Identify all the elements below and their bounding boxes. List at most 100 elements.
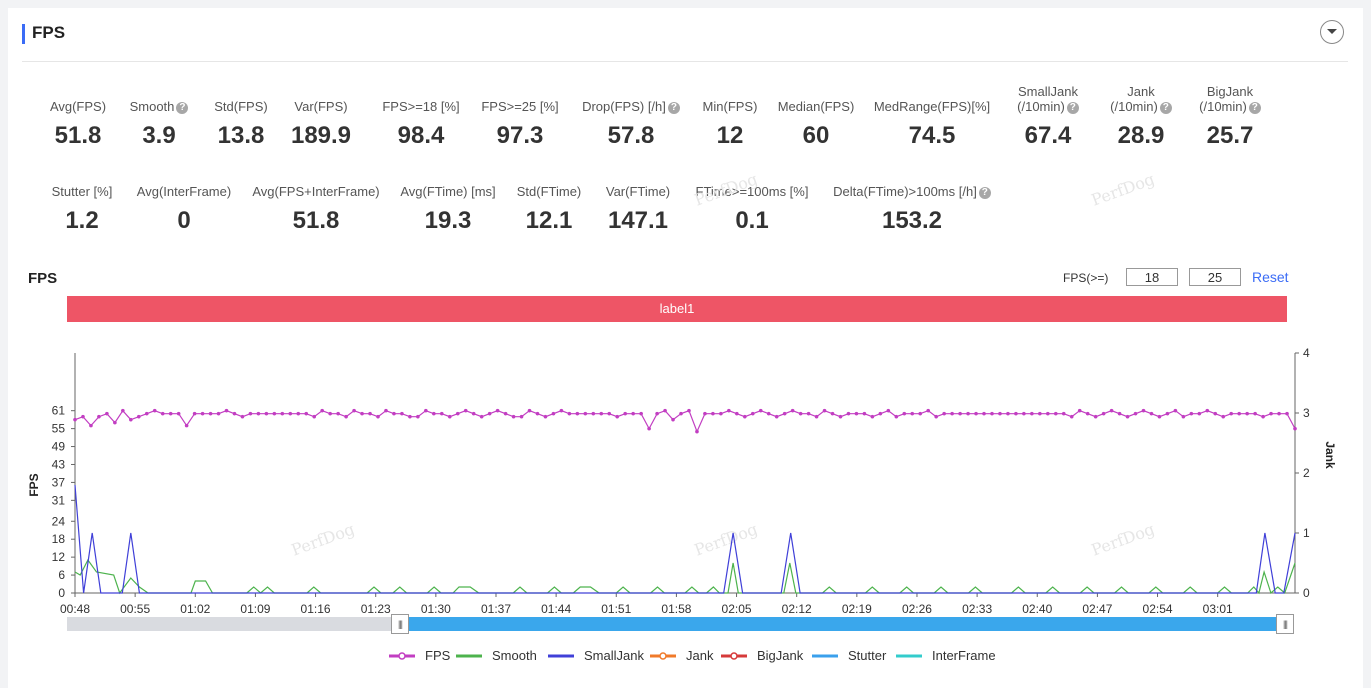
metric-value: 57.8 <box>607 122 655 149</box>
metric-label: Avg(InterFrame) <box>104 169 264 199</box>
metric-fps-25: FPS>=25 [%] 97.3 <box>440 84 600 150</box>
metric-label: Std(FPS) <box>161 84 321 114</box>
metric-label-text: Avg(FPS) <box>49 99 107 114</box>
metric-label-text: Var(FTime) <box>605 184 671 199</box>
metric-std-fps: Std(FPS) 13.8 <box>161 84 321 150</box>
metric-value: 12 <box>716 122 744 149</box>
metric-label-text: Var(FPS) <box>294 99 348 114</box>
fps-threshold-label: FPS(>=) <box>1063 271 1109 285</box>
metric-value: 97.3 <box>496 122 544 149</box>
metric-medrange-fps: MedRange(FPS)[%] 74.5 <box>852 84 1012 150</box>
metric-label: Drop(FPS) [/h]? <box>551 84 711 114</box>
legend-item-stutter[interactable]: Stutter <box>812 648 886 663</box>
metric-label: FTime>=100ms [%] <box>672 169 832 199</box>
help-icon[interactable]: ? <box>1066 101 1079 114</box>
time-slider-handle-left[interactable]: ||| <box>391 614 409 634</box>
metric-jank: Jank (/10min)? 28.9 <box>1061 84 1221 150</box>
metric-label: Avg(FTime) [ms] <box>368 169 528 199</box>
metric-label-text: Delta(FTime)>100ms [/h] <box>833 184 977 199</box>
legend-item-smooth[interactable]: Smooth <box>456 648 537 663</box>
metric-label: Var(FTime) <box>558 169 718 199</box>
metric-value: 19.3 <box>424 207 472 234</box>
metric-label: Stutter [%] <box>2 169 162 199</box>
metric-label: Avg(FPS+InterFrame) <box>236 169 396 199</box>
metric-label-line2: (/10min) <box>1110 99 1158 114</box>
metric-label-text: Std(FTime) <box>516 184 582 199</box>
metric-value: 0 <box>177 207 191 234</box>
metric-stutter: Stutter [%] 1.2 <box>2 169 162 235</box>
metric-label-text: Avg(FPS+InterFrame) <box>252 184 380 199</box>
time-slider-handle-right[interactable]: ||| <box>1276 614 1294 634</box>
metric-label-text: Stutter [%] <box>51 184 113 199</box>
metric-avg-interframe: Avg(InterFrame) 0 <box>104 169 264 235</box>
legend-swatch <box>812 654 838 657</box>
metric-smooth: Smooth? 3.9 <box>79 84 239 150</box>
metric-value: 74.5 <box>908 122 956 149</box>
metric-fps-18: FPS>=18 [%] 98.4 <box>341 84 501 150</box>
help-icon[interactable]: ? <box>1248 101 1261 114</box>
help-icon[interactable]: ? <box>667 101 680 114</box>
legend-label: Jank <box>686 648 714 663</box>
metric-value: 3.9 <box>142 122 176 149</box>
metric-label: Avg(FPS) <box>0 84 158 114</box>
label-bar[interactable]: label1 <box>67 296 1287 322</box>
collapse-button[interactable] <box>1320 20 1344 44</box>
metric-value: 28.9 <box>1117 122 1165 149</box>
chart-title: FPS <box>28 270 58 287</box>
metric-label-line1: BigJank <box>1206 84 1254 99</box>
metric-median-fps: Median(FPS) 60 <box>736 84 896 150</box>
metric-bigjank: BigJank (/10min)? 25.7 <box>1150 84 1310 150</box>
legend-label: BigJank <box>757 648 804 663</box>
metric-label: Delta(FTime)>100ms [/h]? <box>832 169 992 199</box>
legend-item-bigjank[interactable]: BigJank <box>721 648 803 663</box>
help-icon[interactable]: ? <box>176 101 189 114</box>
legend-item-jank[interactable]: Jank <box>650 648 713 663</box>
help-icon[interactable]: ? <box>1159 101 1172 114</box>
metric-label-text: Drop(FPS) [/h] <box>582 99 666 114</box>
legend-label: InterFrame <box>932 648 996 663</box>
metric-drop-fps-h: Drop(FPS) [/h]? 57.8 <box>551 84 711 150</box>
metric-label-line2: (/10min) <box>1199 99 1247 114</box>
metric-avg-fps: Avg(FPS) 51.8 <box>0 84 158 150</box>
metric-label-text: FPS>=18 [%] <box>382 99 460 114</box>
metric-value: 51.8 <box>54 122 102 149</box>
metric-smalljank: SmallJank (/10min)? 67.4 <box>968 84 1128 150</box>
legend-swatch <box>389 651 415 660</box>
panel-title: FPS <box>32 23 66 42</box>
metric-value: 51.8 <box>292 207 340 234</box>
fps-threshold-input-2[interactable] <box>1189 268 1241 286</box>
fps-threshold-input-1[interactable] <box>1126 268 1178 286</box>
metric-label-text: Median(FPS) <box>777 99 855 114</box>
legend-item-fps[interactable]: FPS <box>389 648 450 663</box>
metric-label-text: FTime>=100ms [%] <box>695 184 809 199</box>
time-slider-range[interactable] <box>392 617 1276 631</box>
metric-value: 0.1 <box>735 207 769 234</box>
metric-var-ftime: Var(FTime) 147.1 <box>558 169 718 235</box>
legend-label: SmallJank <box>584 648 644 663</box>
metric-label-text: Avg(InterFrame) <box>136 184 232 199</box>
metric-label-text: Avg(FTime) [ms] <box>400 184 496 199</box>
title-accent-bar <box>22 24 25 44</box>
header-divider <box>22 61 1348 62</box>
metric-label-text: Std(FPS) <box>214 99 268 114</box>
metric-min-fps: Min(FPS) 12 <box>650 84 810 150</box>
reset-link[interactable]: Reset <box>1252 269 1289 285</box>
help-icon[interactable]: ? <box>978 186 991 199</box>
metric-avg-fps-interframe: Avg(FPS+InterFrame) 51.8 <box>236 169 396 235</box>
metric-label: Jank (/10min)? <box>1061 84 1221 114</box>
metric-value: 98.4 <box>397 122 445 149</box>
metric-label-line1: SmallJank <box>1018 84 1078 99</box>
legend-item-smalljank[interactable]: SmallJank <box>548 648 644 663</box>
legend-item-interframe[interactable]: InterFrame <box>896 648 996 663</box>
legend-swatch <box>456 654 482 657</box>
metric-label-text: Smooth <box>129 99 175 114</box>
metric-value: 147.1 <box>607 207 669 234</box>
metric-label: Var(FPS) <box>241 84 401 114</box>
metric-value: 67.4 <box>1024 122 1072 149</box>
metric-std-ftime: Std(FTime) 12.1 <box>469 169 629 235</box>
legend-label: FPS <box>425 648 451 663</box>
metric-label-line2: (/10min) <box>1017 99 1065 114</box>
metric-label: Median(FPS) <box>736 84 896 114</box>
metric-ftime-100ms: FTime>=100ms [%] 0.1 <box>672 169 832 235</box>
metric-value: 25.7 <box>1206 122 1254 149</box>
